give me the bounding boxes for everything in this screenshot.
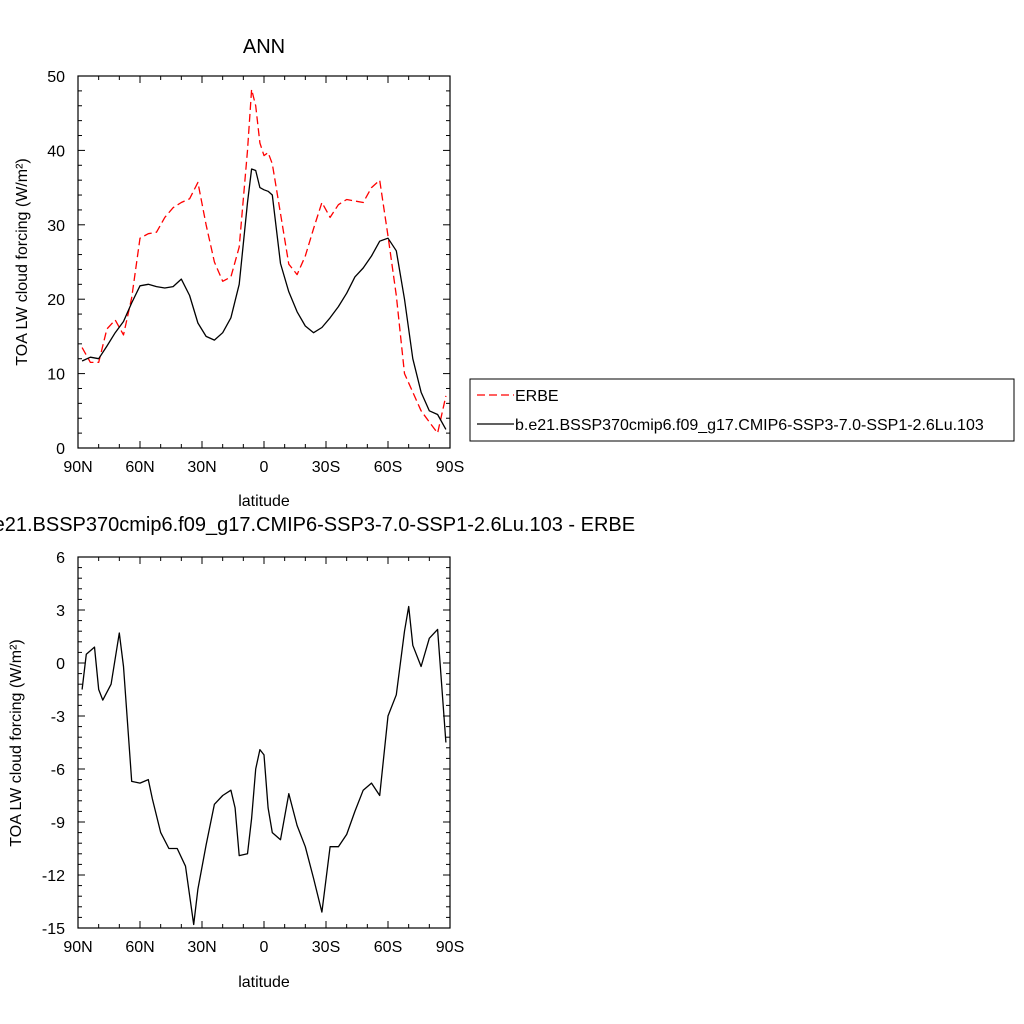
x-tick-label: 90N — [63, 459, 92, 476]
bottom-panel: b.e21.BSSP370cmip6.f09_g17.CMIP6-SSP3-7.… — [0, 514, 635, 991]
legend-box — [469, 378, 1015, 442]
legend-label-erbe: ERBE — [515, 388, 559, 405]
bottom-y-axis-label: TOA LW cloud forcing (W/m²) — [8, 639, 25, 846]
x-tick-label: 60S — [374, 459, 402, 476]
y-tick-label: -9 — [51, 815, 65, 832]
x-tick-label: 60S — [374, 939, 402, 956]
x-tick-label: 0 — [260, 459, 269, 476]
x-tick-label: 30S — [312, 939, 340, 956]
legend-label-model: b.e21.BSSP370cmip6.f09_g17.CMIP6-SSP3-7.… — [515, 417, 984, 434]
series-line-0-1 — [81, 168, 447, 430]
y-tick-label: 20 — [47, 292, 65, 309]
y-tick-label: 30 — [47, 218, 65, 235]
y-tick-label: 6 — [56, 550, 65, 567]
x-tick-label: 90S — [436, 459, 464, 476]
y-tick-label: -12 — [42, 868, 65, 885]
top-plot-frame — [77, 75, 451, 449]
bottom-chart-title: b.e21.BSSP370cmip6.f09_g17.CMIP6-SSP3-7.… — [0, 514, 635, 536]
x-tick-label: 90S — [436, 939, 464, 956]
y-tick-label: -15 — [42, 921, 65, 938]
legend: ERBE b.e21.BSSP370cmip6.f09_g17.CMIP6-SS… — [469, 378, 1015, 442]
series-line-0-0 — [81, 88, 447, 434]
x-tick-label: 30N — [187, 939, 216, 956]
y-tick-label: 50 — [47, 69, 65, 86]
y-tick-label: 10 — [47, 367, 65, 384]
x-tick-label: 0 — [260, 939, 269, 956]
bottom-x-axis-label: latitude — [238, 974, 290, 991]
y-tick-label: 0 — [56, 656, 65, 673]
y-tick-label: -6 — [51, 762, 65, 779]
x-tick-label: 60N — [125, 939, 154, 956]
x-tick-label: 90N — [63, 939, 92, 956]
x-tick-label: 60N — [125, 459, 154, 476]
x-tick-label: 30N — [187, 459, 216, 476]
y-tick-label: -3 — [51, 709, 65, 726]
top-chart-title: ANN — [243, 36, 285, 58]
top-y-axis-label: TOA LW cloud forcing (W/m²) — [14, 158, 31, 365]
series-line-1-0 — [81, 605, 447, 926]
y-tick-label: 40 — [47, 143, 65, 160]
top-panel: ANN latitude TOA LW cloud forcing (W/m²)… — [14, 36, 464, 510]
y-tick-label: 3 — [56, 603, 65, 620]
x-tick-label: 30S — [312, 459, 340, 476]
top-x-axis-label: latitude — [238, 493, 290, 510]
bottom-plot-frame — [77, 556, 451, 929]
y-tick-label: 0 — [56, 441, 65, 458]
